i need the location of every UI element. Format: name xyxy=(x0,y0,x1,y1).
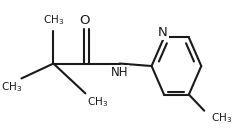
Text: CH$_3$: CH$_3$ xyxy=(211,111,233,125)
Text: N: N xyxy=(158,26,168,39)
Text: CH$_3$: CH$_3$ xyxy=(2,80,22,94)
Text: CH$_3$: CH$_3$ xyxy=(43,13,64,27)
Text: O: O xyxy=(79,14,90,26)
Text: CH$_3$: CH$_3$ xyxy=(86,95,108,109)
Text: NH: NH xyxy=(111,66,128,79)
